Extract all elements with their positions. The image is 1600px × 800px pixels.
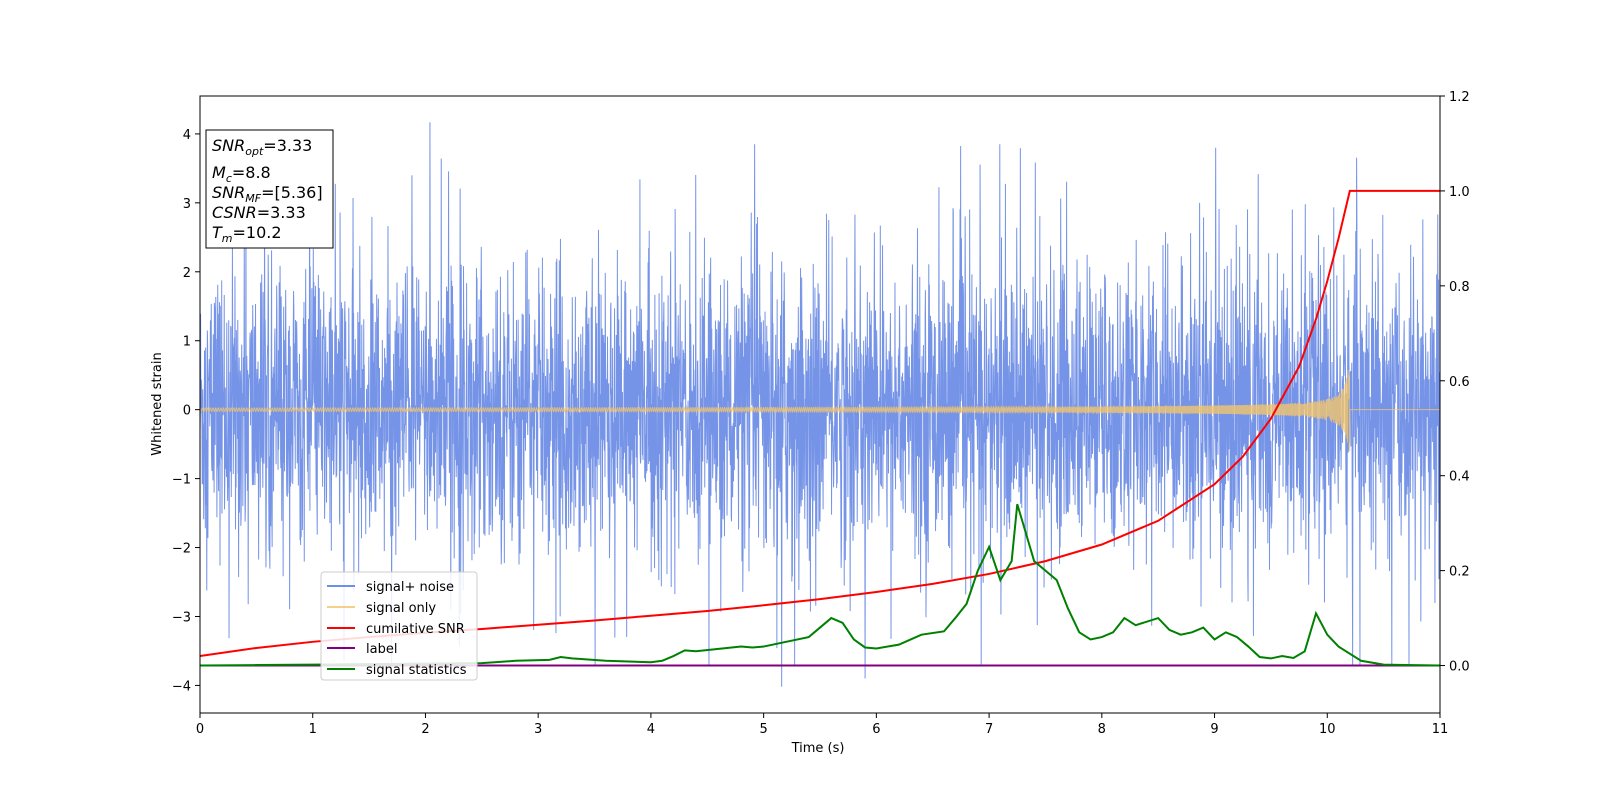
x-axis-label: Time (s): [791, 741, 845, 756]
info-value: =10.2: [233, 223, 282, 242]
snr-info-box: SNRopt=3.33Mc=8.8SNRMF=[5.36]CSNR=3.33Tm…: [205, 129, 334, 249]
info-subscript: MF: [245, 192, 261, 205]
x-tick-label: 9: [1210, 722, 1218, 737]
info-subscript: c: [226, 172, 232, 185]
x-tick-label: 0: [196, 722, 204, 737]
signal-noise-line: [200, 122, 1440, 687]
y2-tick-label: 0.2: [1449, 565, 1470, 580]
info-line: Mc=8.8: [212, 163, 271, 185]
info-subscript: m: [222, 232, 233, 245]
info-variable: CSNR: [212, 203, 257, 222]
info-value: =3.33: [257, 203, 306, 222]
y-tick-label: 1: [183, 335, 191, 350]
legend-label: cumilative SNR: [366, 622, 465, 637]
y-tick-label: −2: [172, 542, 191, 557]
signal-only-line: [200, 369, 1440, 452]
x-tick-label: 10: [1319, 722, 1336, 737]
x-tick-label: 2: [421, 722, 429, 737]
y-tick-label: −3: [172, 610, 191, 625]
y-tick-label: −4: [172, 679, 191, 694]
y-tick-label: 2: [183, 266, 191, 281]
y2-tick-label: 0.6: [1449, 375, 1470, 390]
y-axis-left: 4 3 2 1 0 −1 −2 −3 −4: [172, 128, 200, 694]
info-value: =[5.36]: [261, 183, 323, 202]
legend-label: signal only: [366, 601, 436, 616]
info-value: =3.33: [263, 136, 312, 155]
y2-tick-label: 0.8: [1449, 280, 1470, 295]
y-tick-label: 3: [183, 197, 191, 212]
info-value: =8.8: [232, 163, 271, 182]
info-line: Tm=10.2: [212, 223, 282, 245]
y-axis-label: Whitened strain: [150, 352, 165, 455]
legend: signal+ noise signal only cumilative SNR la…: [320, 571, 478, 681]
info-box-frame: [205, 129, 334, 249]
x-axis: 0 1 2 3 4 5 6 7 8 9 10 11: [196, 713, 1448, 737]
x-tick-label: 1: [309, 722, 317, 737]
x-tick-label: 4: [647, 722, 655, 737]
x-tick-label: 11: [1432, 722, 1449, 737]
info-line: SNRopt=3.33: [212, 136, 312, 158]
x-tick-label: 7: [985, 722, 993, 737]
y-axis-right: 1.2 1.0 0.8 0.6 0.4 0.2 0.0: [1440, 90, 1470, 675]
y2-tick-label: 1.2: [1449, 90, 1470, 105]
y2-tick-label: 0.4: [1449, 470, 1470, 485]
y-tick-label: 0: [183, 404, 191, 419]
legend-label: label: [366, 642, 397, 657]
x-tick-label: 6: [872, 722, 880, 737]
x-tick-label: 8: [1098, 722, 1106, 737]
info-line: SNRMF=[5.36]: [212, 183, 323, 205]
legend-label: signal+ noise: [366, 580, 454, 595]
x-tick-label: 3: [534, 722, 542, 737]
y2-tick-label: 1.0: [1449, 185, 1470, 200]
info-variable: T: [212, 223, 223, 242]
legend-label: signal statistics: [366, 663, 467, 678]
x-tick-label: 5: [759, 722, 767, 737]
legend-frame: [320, 571, 478, 681]
signal-statistics-line: [200, 503, 1440, 667]
y-tick-label: 4: [183, 128, 191, 143]
y-tick-label: −1: [172, 473, 191, 488]
info-subscript: opt: [245, 145, 264, 158]
info-variable: SNR: [212, 136, 245, 155]
info-variable: SNR: [212, 183, 245, 202]
info-variable: M: [212, 163, 226, 182]
plot-frame: [199, 95, 1441, 714]
info-line: CSNR=3.33: [212, 203, 306, 222]
y2-tick-label: 0.0: [1449, 660, 1470, 675]
